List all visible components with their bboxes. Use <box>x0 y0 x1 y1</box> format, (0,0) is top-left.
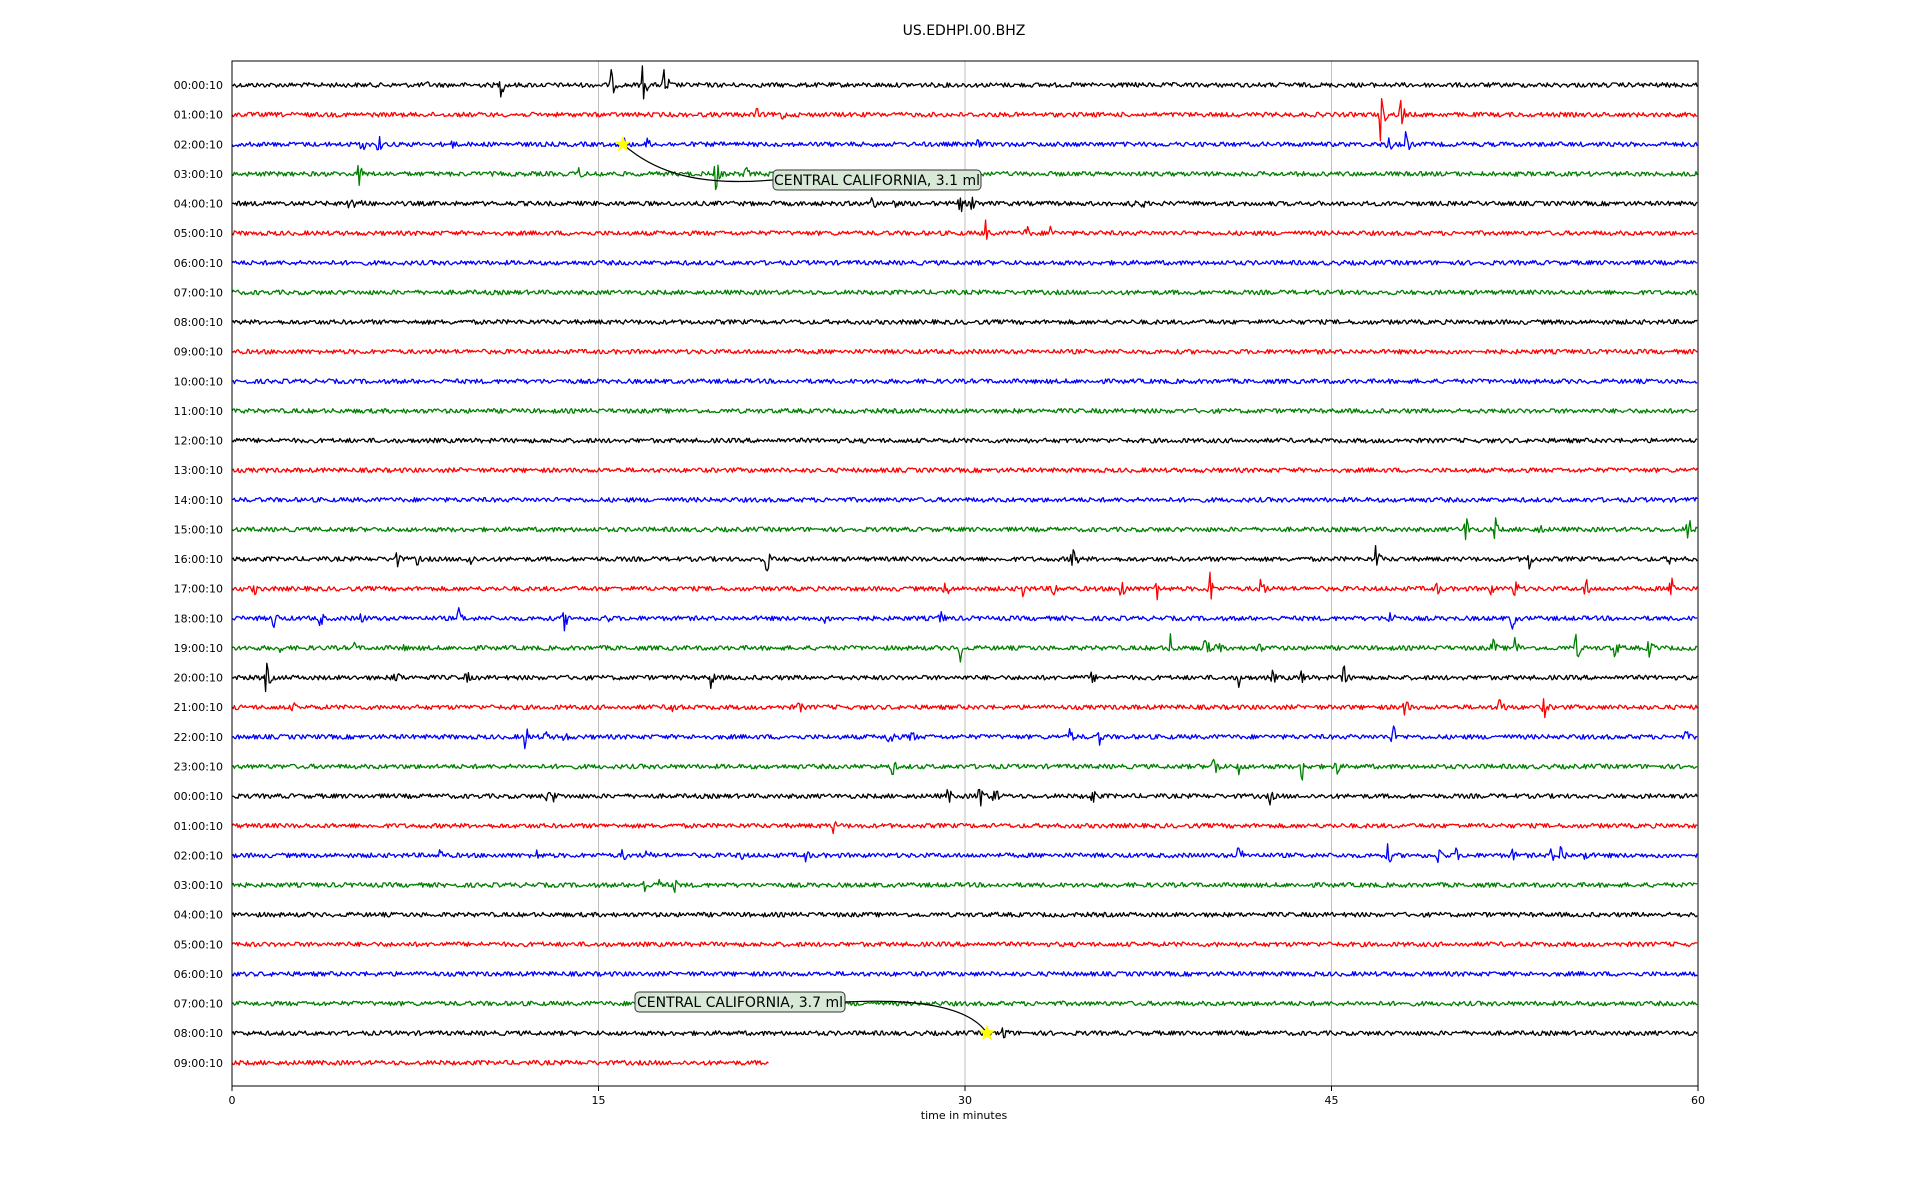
trace-row-0 <box>231 65 1698 100</box>
row-label-8: 08:00:10 <box>174 316 223 329</box>
trace-row-20 <box>231 662 1698 693</box>
event-star-0 <box>614 135 632 152</box>
row-label-15: 15:00:10 <box>174 523 223 536</box>
trace-row-28 <box>231 911 1698 918</box>
annotation-connector-1 <box>844 1000 988 1034</box>
trace-row-15 <box>231 517 1698 541</box>
x-tick-label-0: 0 <box>229 1094 236 1107</box>
event-annotations: CENTRAL CALIFORNIA, 3.1 ml CENTRAL CALIFO… <box>614 135 996 1041</box>
trace-row-10 <box>231 378 1698 385</box>
row-label-14: 14:00:10 <box>174 494 223 507</box>
row-label-6: 06:00:10 <box>174 257 223 270</box>
row-label-24: 00:00:10 <box>174 790 223 803</box>
row-label-30: 06:00:10 <box>174 968 223 981</box>
row-label-3: 03:00:10 <box>174 168 223 181</box>
row-label-9: 09:00:10 <box>174 346 223 359</box>
row-label-13: 13:00:10 <box>174 464 223 477</box>
annotation-text-0: CENTRAL CALIFORNIA, 3.1 ml <box>774 173 980 189</box>
row-time-labels: 00:00:10 01:00:10 02:00:10 03:00:10 04:00:10… <box>174 79 223 1070</box>
trace-row-13 <box>231 467 1698 474</box>
trace-row-21 <box>231 698 1698 719</box>
trace-row-14 <box>231 496 1698 503</box>
trace-row-30 <box>231 970 1698 977</box>
x-tick-label-3: 45 <box>1325 1094 1339 1107</box>
row-label-31: 07:00:10 <box>174 998 223 1011</box>
annotation-text-1: CENTRAL CALIFORNIA, 3.7 ml <box>637 995 843 1011</box>
trace-row-4 <box>231 196 1698 213</box>
row-label-21: 21:00:10 <box>174 701 223 714</box>
trace-row-16 <box>231 544 1698 572</box>
chart-title: US.EDHPI.00.BHZ <box>903 23 1026 39</box>
row-label-27: 03:00:10 <box>174 879 223 892</box>
row-label-29: 05:00:10 <box>174 938 223 951</box>
trace-row-8 <box>231 319 1698 325</box>
trace-row-6 <box>231 259 1698 266</box>
trace-row-24 <box>231 788 1698 807</box>
row-label-33: 09:00:10 <box>174 1057 223 1070</box>
trace-row-29 <box>231 941 1698 948</box>
row-label-22: 22:00:10 <box>174 731 223 744</box>
annotation-box-1 <box>634 991 846 1013</box>
row-label-23: 23:00:10 <box>174 760 223 773</box>
row-label-10: 10:00:10 <box>174 375 223 388</box>
seismogram-traces <box>231 65 1698 1066</box>
trace-row-1 <box>231 97 1698 142</box>
trace-row-31 <box>231 1000 1698 1007</box>
row-label-1: 01:00:10 <box>174 109 223 122</box>
trace-row-23 <box>231 758 1698 781</box>
row-label-20: 20:00:10 <box>174 672 223 685</box>
trace-row-25 <box>231 821 1698 835</box>
trace-row-33 <box>231 1059 769 1066</box>
trace-row-17 <box>231 571 1698 601</box>
row-label-19: 19:00:10 <box>174 642 223 655</box>
row-label-28: 04:00:10 <box>174 909 223 922</box>
trace-row-22 <box>231 725 1698 750</box>
x-axis-ticks: 0 15 30 45 60 <box>229 1086 1705 1107</box>
row-label-11: 11:00:10 <box>174 405 223 418</box>
trace-row-18 <box>231 607 1698 632</box>
row-label-5: 05:00:10 <box>174 227 223 240</box>
x-tick-label-2: 30 <box>958 1094 972 1107</box>
row-label-16: 16:00:10 <box>174 553 223 566</box>
trace-row-7 <box>231 289 1698 296</box>
row-label-18: 18:00:10 <box>174 612 223 625</box>
trace-row-11 <box>231 407 1698 414</box>
row-label-2: 02:00:10 <box>174 138 223 151</box>
event-star-1 <box>978 1024 996 1041</box>
trace-row-19 <box>231 633 1698 663</box>
x-tick-label-1: 15 <box>592 1094 606 1107</box>
trace-row-12 <box>231 437 1698 444</box>
row-label-17: 17:00:10 <box>174 583 223 596</box>
x-axis-label: time in minutes <box>921 1109 1008 1122</box>
trace-row-32 <box>231 1027 1698 1039</box>
trace-row-27 <box>231 878 1698 894</box>
row-label-26: 02:00:10 <box>174 849 223 862</box>
row-label-4: 04:00:10 <box>174 198 223 211</box>
annotation-connector-0 <box>622 143 774 183</box>
row-label-12: 12:00:10 <box>174 435 223 448</box>
row-label-7: 07:00:10 <box>174 286 223 299</box>
x-tick-label-4: 60 <box>1691 1094 1705 1107</box>
trace-row-26 <box>231 843 1698 864</box>
trace-row-9 <box>231 348 1698 355</box>
row-label-25: 01:00:10 <box>174 820 223 833</box>
annotation-box-0 <box>772 169 982 191</box>
trace-row-2 <box>231 131 1698 151</box>
row-label-0: 00:00:10 <box>174 79 223 92</box>
row-label-32: 08:00:10 <box>174 1027 223 1040</box>
trace-row-5 <box>231 219 1698 240</box>
